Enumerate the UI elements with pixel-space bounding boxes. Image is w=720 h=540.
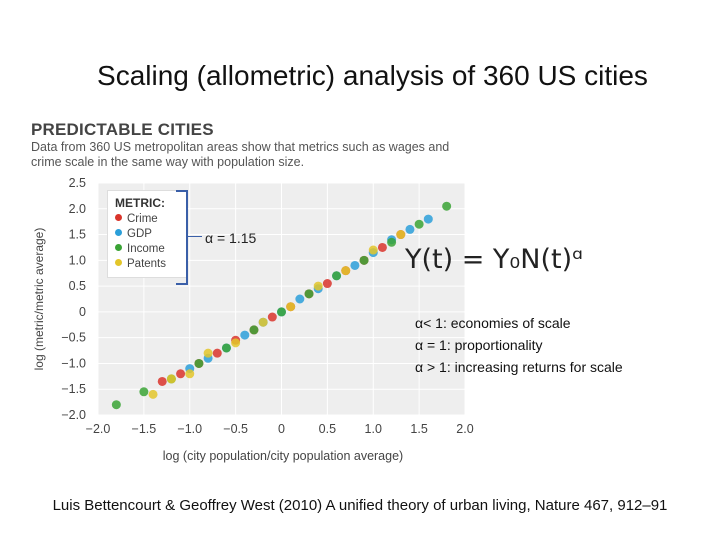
y-tick-label: 1.5 <box>69 228 86 242</box>
point-crime <box>157 376 167 386</box>
point-income <box>359 255 369 265</box>
alpha-note-proportional: α = 1: proportionality <box>415 337 543 353</box>
x-tick-label: −1.0 <box>177 422 202 436</box>
point-patents <box>231 338 241 348</box>
y-tick-label: −1.0 <box>61 356 86 370</box>
y-tick-label: −0.5 <box>61 331 86 345</box>
y-tick-label: −1.5 <box>61 382 86 396</box>
legend-bracket <box>176 190 188 285</box>
bracket-connector <box>188 236 202 237</box>
x-tick-label: −2.0 <box>86 422 111 436</box>
legend-swatch <box>115 244 122 251</box>
point-income <box>414 219 424 229</box>
point-income <box>277 307 286 317</box>
legend-title: METRIC: <box>115 196 165 210</box>
slide-title: Scaling (allometric) analysis of 360 US … <box>97 60 648 91</box>
point-income <box>304 289 314 299</box>
point-crime <box>377 242 387 252</box>
alpha-notes: α< 1: economies of scale α = 1: proporti… <box>415 312 623 378</box>
legend-label: Patents <box>127 258 166 270</box>
point-patents <box>148 389 158 399</box>
alpha-note-economies: α< 1: economies of scale <box>415 315 571 331</box>
y-tick-label: 0.5 <box>69 279 86 293</box>
x-tick-label: 1.5 <box>410 422 427 436</box>
point-income <box>111 400 121 410</box>
point-income <box>194 358 204 368</box>
legend-swatch <box>115 229 122 236</box>
y-tick-label: 2.0 <box>69 202 86 216</box>
x-tick-label: −0.5 <box>223 422 248 436</box>
point-gdp <box>405 224 415 234</box>
legend-item-crime: Crime <box>115 213 158 227</box>
point-patents <box>203 348 213 358</box>
legend-item-gdp: GDP <box>115 228 152 242</box>
point-patents <box>166 374 176 384</box>
legend-label: GDP <box>127 228 152 240</box>
point-gdp <box>295 294 305 304</box>
point-patents <box>368 245 378 255</box>
figure-header: PREDICTABLE CITIES <box>31 120 214 139</box>
point-income <box>221 343 231 353</box>
citation: Luis Bettencourt & Geoffrey West (2010) … <box>52 497 668 514</box>
legend-label: Crime <box>127 213 158 225</box>
point-income <box>332 271 342 281</box>
point-patents <box>185 369 195 379</box>
y-tick-label: 2.5 <box>69 176 86 190</box>
x-axis-label: log (city population/city population ave… <box>163 449 403 463</box>
point-crime <box>212 348 222 358</box>
point-income <box>387 237 397 247</box>
point-crime <box>322 279 332 289</box>
y-tick-label: 1.0 <box>69 253 86 267</box>
point-patents <box>286 302 296 312</box>
point-crime <box>267 312 277 322</box>
legend: METRIC: Crime GDP Income Patents <box>107 190 187 278</box>
point-gdp <box>240 330 250 340</box>
x-tick-label: −1.5 <box>132 422 157 436</box>
legend-swatch <box>115 214 122 221</box>
point-crime <box>176 369 186 379</box>
point-income <box>139 387 149 397</box>
legend-label: Income <box>127 243 165 255</box>
point-patents <box>258 317 268 327</box>
point-income <box>249 325 259 335</box>
alpha-note-increasing: α > 1: increasing returns for scale <box>415 359 623 375</box>
point-patents <box>396 230 406 240</box>
point-patents <box>313 281 323 291</box>
legend-swatch <box>115 259 122 266</box>
x-tick-label: 0.5 <box>319 422 336 436</box>
point-patents <box>341 266 351 276</box>
legend-item-income: Income <box>115 243 165 257</box>
alpha-value: α = 1.15 <box>205 230 257 246</box>
x-tick-label: 2.0 <box>456 422 473 436</box>
point-gdp <box>423 214 433 224</box>
y-axis-label: log (metric/metric average) <box>32 228 46 371</box>
point-income <box>442 201 452 211</box>
x-tick-label: 1.0 <box>365 422 382 436</box>
scaling-formula: Y(t) = Y₀N(t)ᵅ <box>405 244 584 275</box>
y-tick-label: −2.0 <box>61 408 86 422</box>
legend-item-patents: Patents <box>115 258 166 272</box>
figure-subheader: Data from 360 US metropolitan areas show… <box>31 140 450 169</box>
y-tick-label: 0 <box>79 305 86 319</box>
x-tick-label: 0 <box>278 422 285 436</box>
point-gdp <box>350 260 360 270</box>
